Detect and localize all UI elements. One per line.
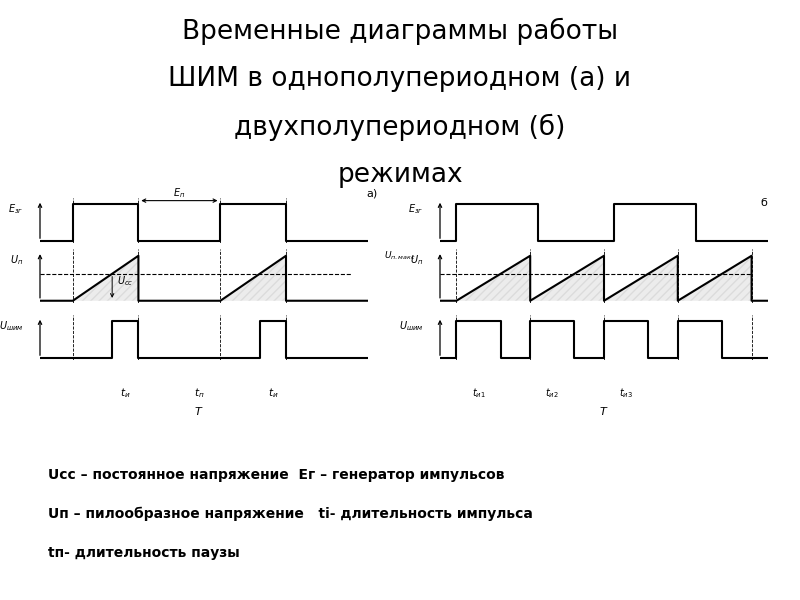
Text: ШИМ в однополупериодном (а) и: ШИМ в однополупериодном (а) и xyxy=(169,66,631,92)
Text: $U_{cc}$: $U_{cc}$ xyxy=(117,275,134,289)
Text: $T$: $T$ xyxy=(194,405,204,417)
Text: $t_п$: $t_п$ xyxy=(194,386,204,400)
Text: $E_{зг}$: $E_{зг}$ xyxy=(8,202,24,215)
Text: Ucc – постоянное напряжение  Ег – генератор импульсов: Ucc – постоянное напряжение Ег – генерат… xyxy=(48,468,505,482)
Text: а): а) xyxy=(366,189,378,199)
Text: $t_и$: $t_и$ xyxy=(268,386,278,400)
Text: $t_{и1}$: $t_{и1}$ xyxy=(472,386,486,400)
Text: $U_п$: $U_п$ xyxy=(10,253,24,268)
Text: Временные диаграммы работы: Временные диаграммы работы xyxy=(182,18,618,45)
Text: $U_п$: $U_п$ xyxy=(410,253,424,268)
Text: двухполупериодном (б): двухполупериодном (б) xyxy=(234,114,566,141)
Text: Uп – пилообразное напряжение   ti- длительность импульса: Uп – пилообразное напряжение ti- длитель… xyxy=(48,507,533,521)
Text: $U_{шим}$: $U_{шим}$ xyxy=(399,319,424,332)
Text: $U_{п.макс}$: $U_{п.макс}$ xyxy=(385,250,416,262)
Text: $t_{и3}$: $t_{и3}$ xyxy=(619,386,633,400)
Text: $T$: $T$ xyxy=(599,405,609,417)
Text: режимах: режимах xyxy=(337,162,463,188)
Text: $E_{зг}$: $E_{зг}$ xyxy=(408,202,424,215)
Text: $E_п$: $E_п$ xyxy=(174,186,186,200)
Text: tп- длительность паузы: tп- длительность паузы xyxy=(48,546,240,560)
Text: $t_и$: $t_и$ xyxy=(120,386,130,400)
Text: $t_{и2}$: $t_{и2}$ xyxy=(546,386,559,400)
Text: $U_{шим}$: $U_{шим}$ xyxy=(0,319,24,332)
Text: б: б xyxy=(761,198,767,208)
